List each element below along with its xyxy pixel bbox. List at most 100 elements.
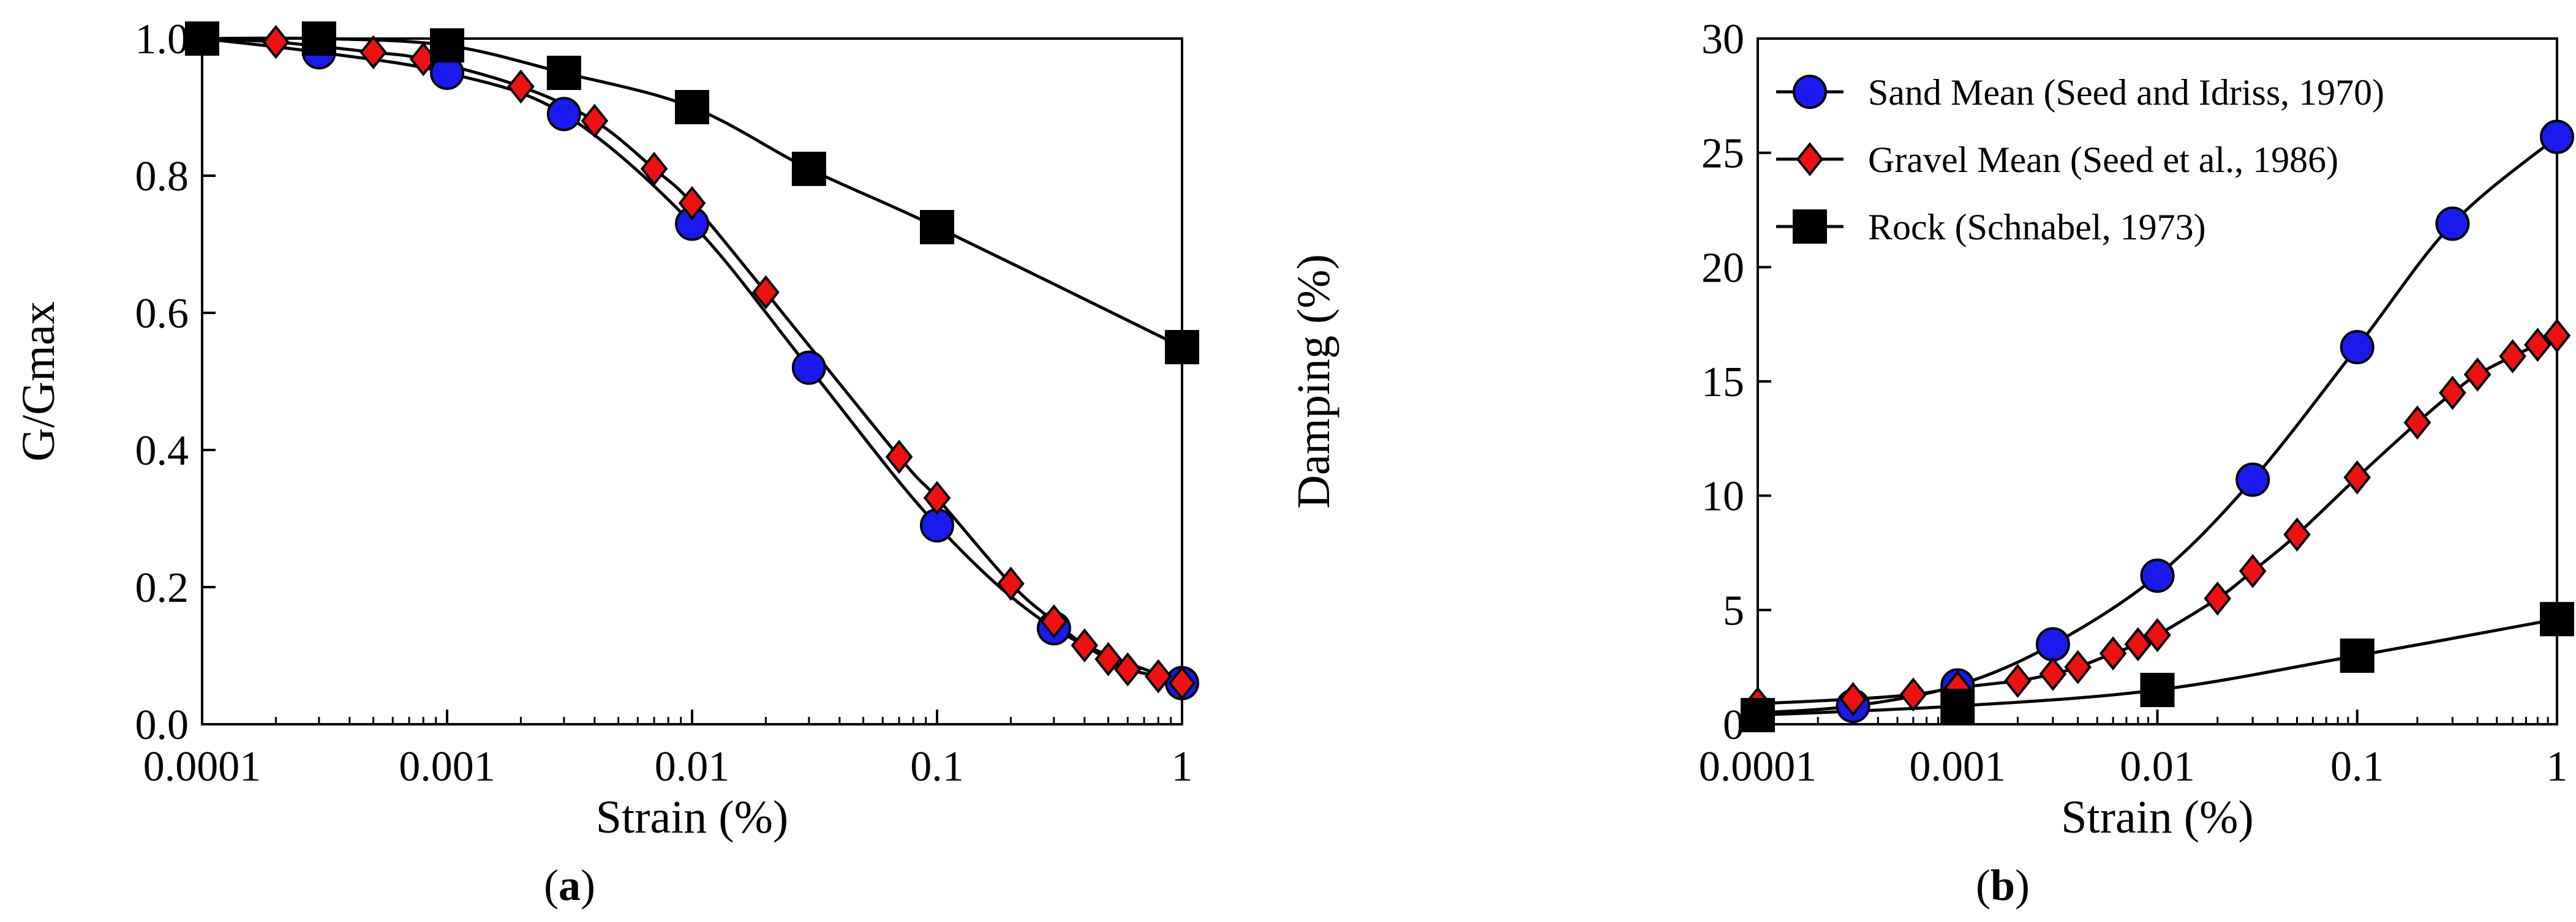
series-line-circle [201,37,1183,685]
data-point-diamond [1839,682,1867,716]
data-point-square [920,210,954,244]
data-point-square [1741,698,1775,733]
data-point-diamond [640,151,668,186]
data-point-diamond [2239,553,2267,588]
series-markers-diamond [188,21,1196,700]
y-tick-label: 1.0 [135,16,189,63]
data-point-circle [2540,119,2574,154]
data-point-circle [546,97,581,132]
data-point-diamond [2144,618,2171,653]
data-point-circle [791,350,826,385]
data-point-diamond [2499,339,2526,373]
y-tick-label: 15 [1701,359,1744,406]
data-point-diamond [1094,642,1122,677]
data-point-diamond [1899,677,1927,712]
series-markers-square [185,21,1199,364]
data-point-square [185,21,219,56]
data-point-circle [2435,206,2470,241]
x-axis-title: Strain (%) [2061,792,2253,843]
x-tick-label: 0.01 [2120,743,2195,790]
y-tick-label: 0.8 [135,153,189,200]
panel-label: (b) [1976,861,2030,910]
y-axis-title: Damping (%) [1288,254,1339,509]
data-point-diamond [923,481,951,515]
data-point-diamond [2064,650,2092,684]
y-tick-label: 0.0 [135,702,189,749]
plot-area-frame [201,37,1183,725]
y-tick-label: 30 [1701,16,1744,63]
data-point-square [301,21,336,56]
x-tick-label: 0.0001 [1699,743,1817,790]
data-point-square [2540,602,2574,637]
panel-label-letter: b [1990,861,2015,910]
data-point-diamond [997,566,1025,601]
data-point-diamond [2439,375,2466,410]
y-tick-label: 20 [1701,244,1744,291]
legend-marker-square [1793,209,1827,244]
series-markers-square [1741,602,2574,733]
y-axis-title: G/Gmax [13,301,64,462]
data-point-circle [2340,330,2375,364]
data-point-square [791,151,826,186]
x-tick-label: 0.01 [655,743,730,790]
data-point-square [2140,673,2175,707]
x-tick-label: 1 [1172,743,1193,790]
data-point-diamond [1168,665,1196,700]
data-point-diamond [2039,656,2067,691]
legend-marker-circle [1793,75,1827,109]
x-axis-title: Strain (%) [596,792,788,843]
legend-label: Gravel Mean (Seed et al., 1986) [1868,140,2338,180]
x-tick-label: 0.001 [399,743,495,790]
data-point-diamond [2283,517,2311,552]
data-point-diamond [2463,357,2491,392]
y-tick-label: 25 [1701,130,1744,178]
data-point-diamond [262,24,290,59]
data-point-square [2340,639,2375,673]
data-point-diamond [581,103,609,138]
series-markers-diamond [1744,318,2571,721]
series-line-circle [1757,135,2558,714]
legend: Sand Mean (Seed and Idriss, 1970) Gravel … [1776,72,2384,247]
data-point-diamond [1113,652,1142,687]
data-point-square [430,28,464,63]
y-tick-label: 5 [1723,587,1744,634]
data-point-diamond [678,186,706,220]
data-point-diamond [2124,627,2152,662]
data-point-diamond [2543,318,2571,353]
data-point-diamond [2524,328,2552,362]
data-point-square [546,56,581,90]
x-tick-label: 0.1 [910,743,964,790]
panel-label-close: ) [581,861,595,910]
data-point-diamond [2343,460,2371,495]
data-point-diamond [507,69,535,104]
panel-label-open: ( [544,861,559,910]
series-line-diamond [201,37,1183,685]
y-tick-label: 10 [1701,473,1744,520]
data-point-diamond [2099,636,2127,671]
data-point-circle [2140,558,2175,593]
data-point-diamond [2403,405,2431,440]
panel-label-letter: a [559,861,581,910]
legend-label: Sand Mean (Seed and Idriss, 1970) [1868,72,2384,113]
data-point-diamond [360,35,387,70]
x-tick-label: 0.001 [1910,743,2006,790]
data-point-diamond [1071,628,1099,663]
x-tick-label: 1 [2547,743,2568,790]
data-point-diamond [1040,604,1068,639]
data-point-square [675,90,709,124]
x-tick-label: 0.0001 [143,743,262,790]
legend-label: Rock (Schnabel, 1973) [1868,207,2206,247]
data-point-circle [2035,627,2070,662]
y-tick-label: 0.6 [135,290,189,337]
data-point-diamond [2004,664,2032,698]
data-point-diamond [2204,581,2232,616]
series-line-square [201,36,1183,349]
chart-panel-a: 0.0 0.2 0.4 0.6 0.8 1.0 0.0001 0.001 0.01 0.1 1 Str… [13,16,1199,910]
data-point-diamond [752,275,780,310]
data-point-square [1165,330,1199,364]
data-point-diamond [1144,659,1172,694]
data-point-circle [2235,462,2270,497]
x-tick-label: 0.1 [2330,743,2384,790]
